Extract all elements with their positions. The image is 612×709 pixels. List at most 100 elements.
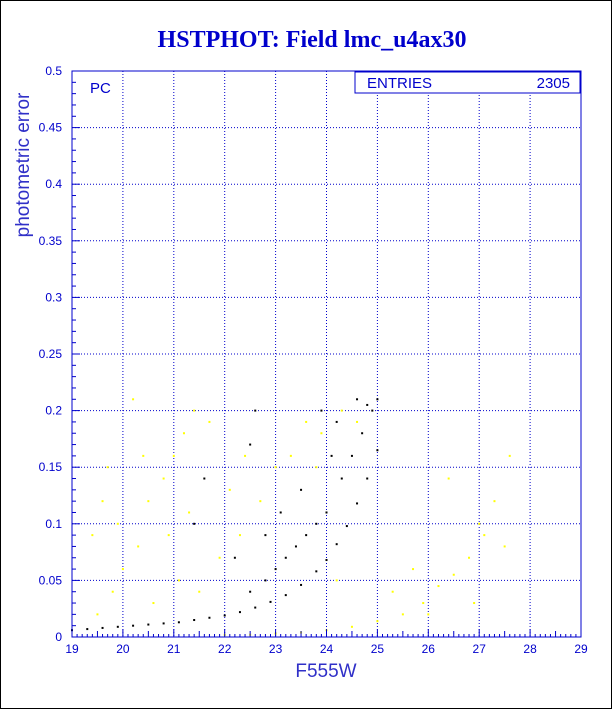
y-tick-label: 0.2 <box>45 404 62 418</box>
chart-title: HSTPHOT: Field lmc_u4ax30 <box>158 27 467 53</box>
black-data-point <box>269 600 272 603</box>
x-tick-label: 26 <box>422 642 436 656</box>
plot-frame <box>71 70 582 638</box>
black-data-point <box>238 611 241 614</box>
black-data-point <box>264 579 267 582</box>
yellow-data-point <box>96 613 99 616</box>
axes <box>71 70 582 638</box>
black-data-point <box>274 568 277 571</box>
x-tick-label: 20 <box>116 642 130 656</box>
black-data-point <box>325 511 328 514</box>
black-data-point <box>193 522 196 525</box>
yellow-data-point <box>483 534 486 537</box>
black-data-point <box>147 623 150 626</box>
black-data-point <box>284 594 287 597</box>
black-data-point <box>345 525 348 528</box>
black-data-point <box>340 477 343 480</box>
black-data-point <box>376 449 379 452</box>
yellow-data-point <box>167 534 170 537</box>
black-data-point <box>101 626 104 629</box>
black-data-point <box>305 534 308 537</box>
yellow-data-point <box>401 613 404 616</box>
x-tick-label: 23 <box>269 642 283 656</box>
y-axis-label: photometric error <box>13 92 34 237</box>
y-tick-label: 0.45 <box>39 121 63 135</box>
yellow-data-point <box>111 590 114 593</box>
black-data-point <box>177 621 180 624</box>
yellow-data-point <box>121 568 124 571</box>
yellow-data-point <box>137 545 140 548</box>
y-tick-label: 0.1 <box>45 517 62 531</box>
yellow-data-point <box>259 500 262 503</box>
black-data-point <box>249 590 252 593</box>
x-axis-label: F555W <box>295 661 356 682</box>
yellow-data-point <box>218 556 221 559</box>
yellow-data-point <box>132 398 135 401</box>
black-data-point <box>203 477 206 480</box>
yellow-data-point <box>193 409 196 412</box>
stats-box: ENTRIES 2305 <box>354 71 581 94</box>
yellow-data-point <box>274 466 277 469</box>
yellow-data-point <box>412 568 415 571</box>
black-data-point <box>294 545 297 548</box>
yellow-data-point <box>427 613 430 616</box>
black-data-point <box>193 619 196 622</box>
black-data-point <box>162 622 165 625</box>
black-data-point <box>116 625 119 628</box>
black-data-point <box>300 488 303 491</box>
y-tick-label: 0.35 <box>39 234 63 248</box>
black-data-point <box>254 409 257 412</box>
yellow-data-point <box>91 534 94 537</box>
black-data-point <box>249 443 252 446</box>
y-tick-label: 0 <box>55 630 62 644</box>
black-data-point <box>254 606 257 609</box>
yellow-data-point <box>238 534 241 537</box>
yellow-data-point <box>350 625 353 628</box>
yellow-data-point <box>106 466 109 469</box>
yellow-data-point <box>147 500 150 503</box>
black-data-point <box>208 616 211 619</box>
black-data-point <box>223 614 226 617</box>
black-data-point <box>264 534 267 537</box>
black-data-point <box>325 559 328 562</box>
black-data-point <box>366 477 369 480</box>
x-tick-label: 24 <box>320 642 334 656</box>
yellow-data-point <box>177 579 180 582</box>
yellow-data-point <box>101 500 104 503</box>
yellow-data-point <box>208 420 211 423</box>
yellow-data-point <box>198 590 201 593</box>
black-data-point <box>315 570 318 573</box>
pc-annotation: PC <box>90 80 111 97</box>
x-tick-label: 27 <box>473 642 487 656</box>
black-data-point <box>330 454 333 457</box>
yellow-data-point <box>244 454 247 457</box>
data-points <box>71 398 511 636</box>
yellow-data-point <box>305 420 308 423</box>
y-tick-label: 0.05 <box>39 573 63 587</box>
yellow-data-point <box>376 620 379 623</box>
yellow-data-point <box>437 585 440 588</box>
yellow-data-point <box>188 511 191 514</box>
yellow-data-point <box>116 522 119 525</box>
black-data-point <box>132 624 135 627</box>
black-data-point <box>315 522 318 525</box>
black-data-point <box>284 556 287 559</box>
black-data-point <box>371 409 374 412</box>
yellow-data-point <box>356 420 359 423</box>
black-data-point <box>300 583 303 586</box>
x-tick-label: 29 <box>574 642 588 656</box>
tick-labels: 19 20 21 22 23 24 25 26 27 28 29 0 0.05 0.1 0.15 0.2 0.2… <box>39 64 588 656</box>
yellow-data-point <box>340 409 343 412</box>
yellow-data-point <box>289 454 292 457</box>
black-data-point <box>376 398 379 401</box>
black-data-point <box>86 628 89 631</box>
black-data-point <box>350 454 353 457</box>
yellow-data-point <box>447 477 450 480</box>
x-tick-label: 28 <box>523 642 537 656</box>
grid <box>71 70 582 638</box>
yellow-data-point <box>391 590 394 593</box>
yellow-data-point <box>142 454 145 457</box>
yellow-data-point <box>152 602 155 605</box>
x-tick-label: 25 <box>371 642 385 656</box>
y-tick-label: 0.4 <box>45 177 62 191</box>
